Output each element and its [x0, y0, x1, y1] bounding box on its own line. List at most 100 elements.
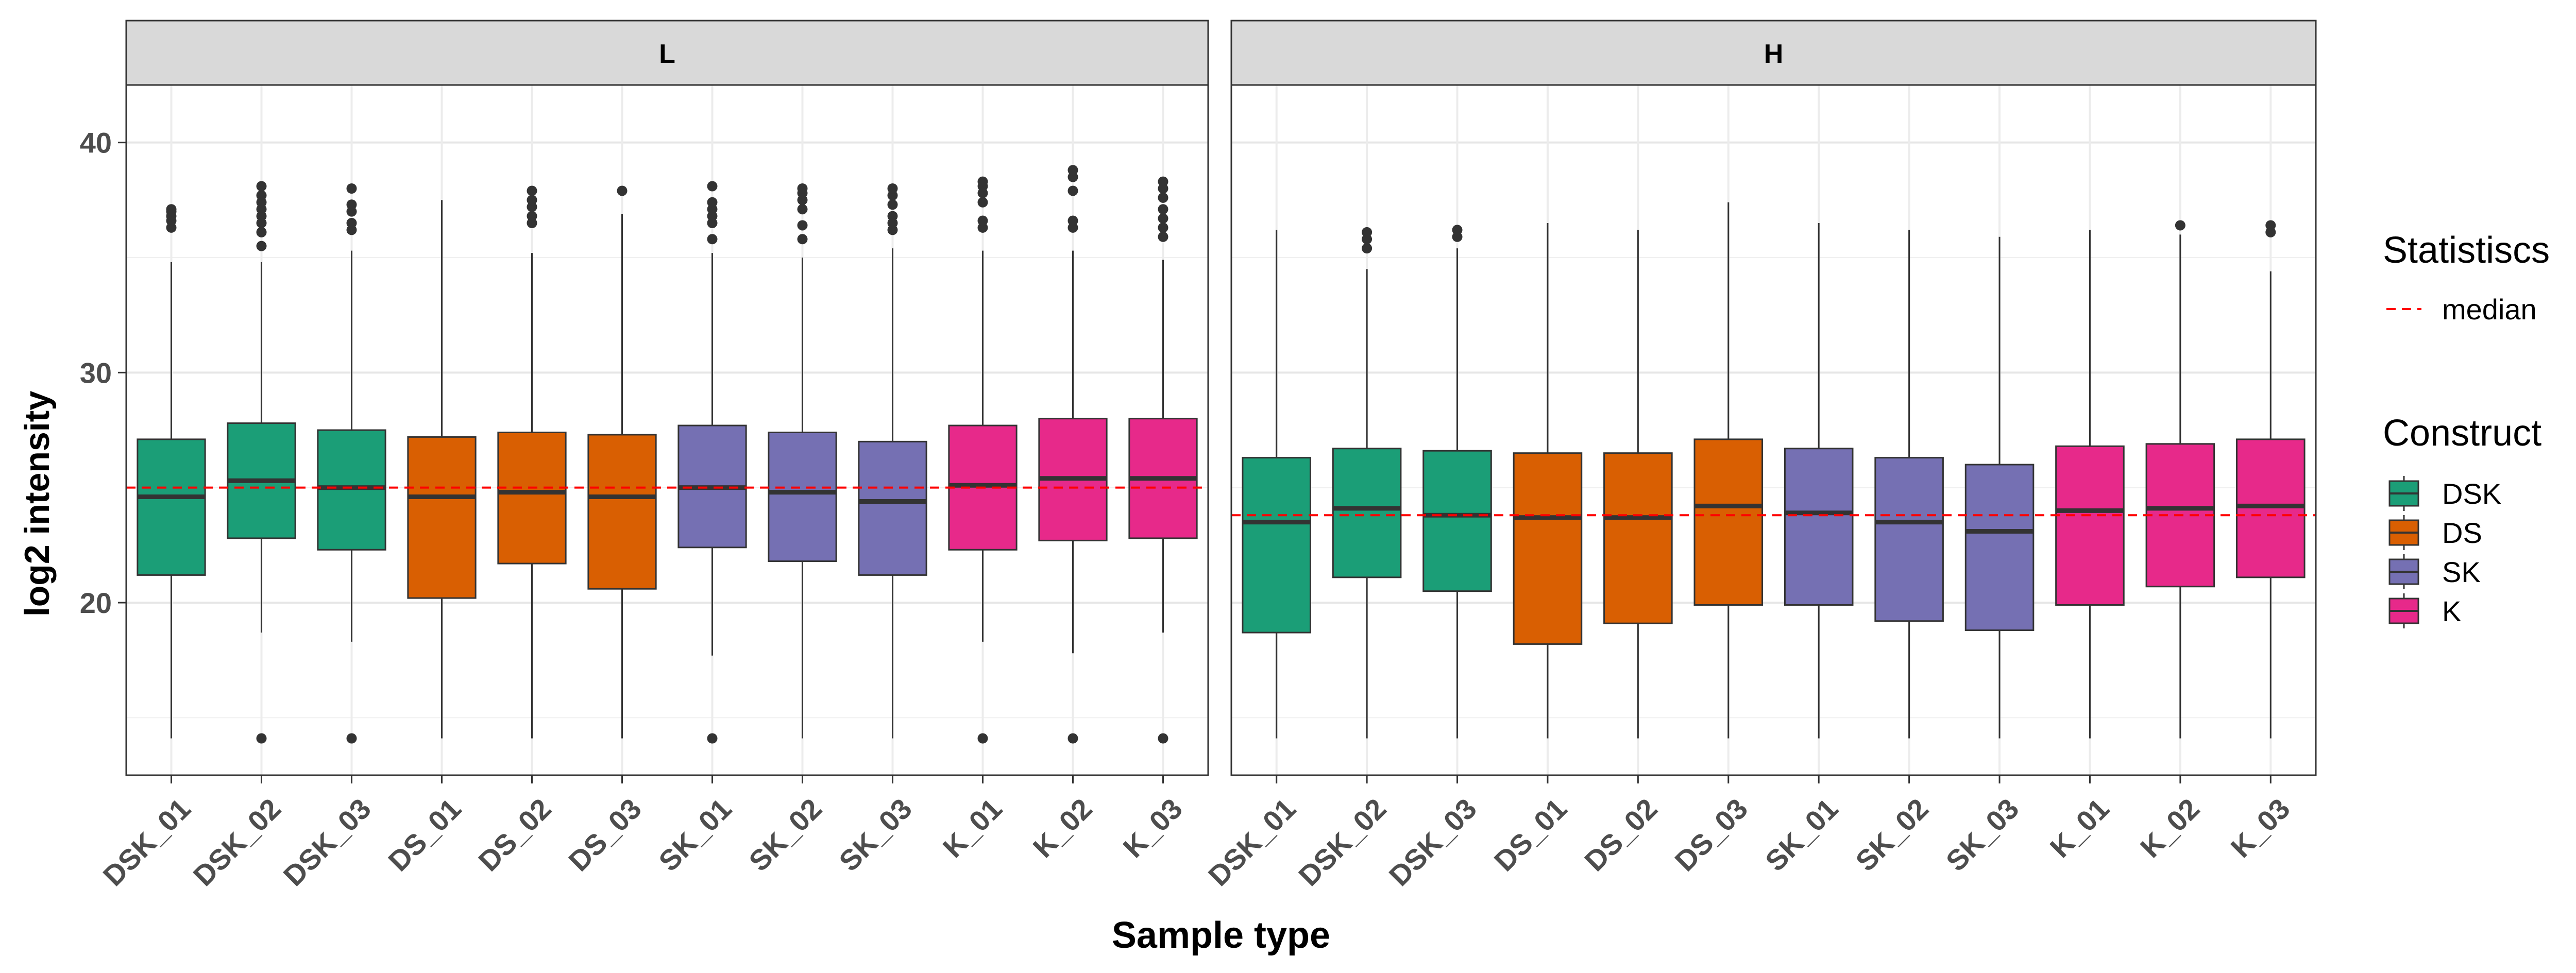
x-tick-label: SK_01: [1759, 792, 1844, 878]
box-body: [1603, 452, 1673, 624]
x-tick-label: DS_01: [1488, 792, 1573, 878]
legend-median-label: median: [2442, 293, 2537, 326]
panel-background: [126, 85, 1208, 775]
outlier-point: [346, 733, 357, 744]
box-DS_01: [1513, 223, 1583, 739]
outlier-point: [797, 183, 808, 194]
x-tick-label: SK_03: [833, 792, 918, 878]
outlier-point: [977, 733, 988, 744]
outlier-point: [707, 197, 718, 208]
x-tick-label: DS_02: [1578, 792, 1664, 878]
box-body: [497, 431, 567, 565]
box-body: [1874, 457, 1944, 622]
x-axis-label: Sample type: [1112, 915, 1330, 956]
box-SK_02: [1874, 230, 1944, 739]
x-tick-label: K_03: [1117, 792, 1189, 864]
x-tick-label: K_02: [2134, 792, 2206, 864]
outlier-point: [797, 220, 808, 231]
y-axis-label: log2 intensity: [18, 391, 57, 617]
panel-border: [1230, 84, 2317, 776]
outlier-point: [977, 176, 988, 187]
box-SK_03: [1964, 236, 2035, 739]
box-DS_03: [587, 185, 657, 739]
box-body: [858, 440, 927, 576]
box-SK_03: [858, 183, 927, 739]
legend-label: DS: [2442, 517, 2482, 549]
legend-statistics-title: Statistiscs: [2383, 230, 2550, 271]
outlier-point: [256, 181, 267, 192]
x-tick-label: DS_03: [1668, 792, 1754, 878]
box-K_01: [2055, 230, 2125, 739]
legend: Statistiscs median Construct DSK DS SK K: [2383, 230, 2550, 628]
y-tick-label: 20: [80, 587, 112, 619]
facet-strip: [125, 20, 1209, 86]
outlier-point: [256, 190, 267, 201]
x-tick-label: K_01: [2044, 792, 2115, 864]
box-body: [1422, 450, 1492, 592]
legend-label: DSK: [2442, 477, 2501, 510]
box-K_03: [1128, 176, 1198, 744]
box-SK_01: [1784, 223, 1854, 739]
box-body: [137, 438, 206, 576]
legend-item-DSK: DSK: [2388, 476, 2501, 511]
box-K_03: [2236, 220, 2306, 739]
legend-item-DS: DS: [2388, 515, 2482, 550]
x-tick-label: SK_03: [1940, 792, 2025, 878]
legend-label: K: [2442, 595, 2461, 627]
outlier-point: [707, 181, 718, 192]
box-K_02: [1038, 165, 1108, 744]
outlier-point: [527, 195, 537, 206]
x-tick-label: SK_02: [742, 792, 828, 878]
outlier-point: [527, 185, 537, 196]
outlier-point: [1362, 227, 1372, 237]
box-DSK_01: [137, 204, 206, 739]
box-body: [1693, 438, 1764, 606]
y-tick-label: 40: [80, 127, 112, 159]
outlier-point: [1067, 733, 1078, 744]
panel-border: [125, 84, 1209, 776]
panel-background: [1231, 85, 2316, 775]
legend-construct-items: DSK DS SK K: [2388, 476, 2501, 628]
outlier-point: [346, 218, 357, 228]
box-body: [768, 431, 837, 562]
box-body: [1242, 457, 1311, 634]
x-tick-label: SK_01: [652, 792, 738, 878]
outlier-point: [1158, 192, 1168, 203]
x-tick-label: DSK_03: [1383, 792, 1483, 892]
outlier-point: [1158, 176, 1168, 187]
outlier-point: [977, 197, 988, 208]
x-tick-label: K_01: [937, 792, 1008, 864]
legend-construct-title: Construct: [2383, 413, 2541, 454]
legend-label: SK: [2442, 556, 2481, 588]
facet-strip-label: H: [1764, 39, 1784, 69]
legend-item-SK: SK: [2388, 554, 2481, 589]
outlier-point: [707, 234, 718, 245]
outlier-point: [1067, 215, 1078, 226]
outlier-point: [617, 185, 628, 196]
box-DS_01: [407, 200, 477, 739]
x-tick-label: K_02: [1027, 792, 1098, 864]
outlier-point: [1158, 213, 1168, 224]
legend-item-K: K: [2388, 593, 2461, 628]
outlier-point: [1362, 243, 1372, 254]
box-body: [1964, 464, 2035, 631]
box-body: [587, 434, 657, 590]
facet-strip-label: L: [659, 39, 675, 69]
outlier-point: [1067, 165, 1078, 176]
x-tick-label: DSK_03: [277, 792, 377, 892]
box-body: [1332, 448, 1402, 578]
outlier-point: [346, 199, 357, 210]
facet-strip: [1230, 20, 2317, 86]
outlier-point: [166, 204, 177, 215]
x-tick-label: DSK_01: [97, 792, 197, 892]
outlier-point: [977, 215, 988, 226]
outlier-point: [887, 199, 898, 210]
box-body: [407, 436, 477, 599]
box-body: [2055, 445, 2125, 606]
box-DSK_01: [1242, 230, 1311, 739]
box-DS_02: [497, 185, 567, 739]
x-tick-label: DS_01: [382, 792, 467, 878]
outlier-point: [346, 183, 357, 194]
box-SK_02: [768, 183, 837, 739]
box-body: [1513, 452, 1583, 645]
